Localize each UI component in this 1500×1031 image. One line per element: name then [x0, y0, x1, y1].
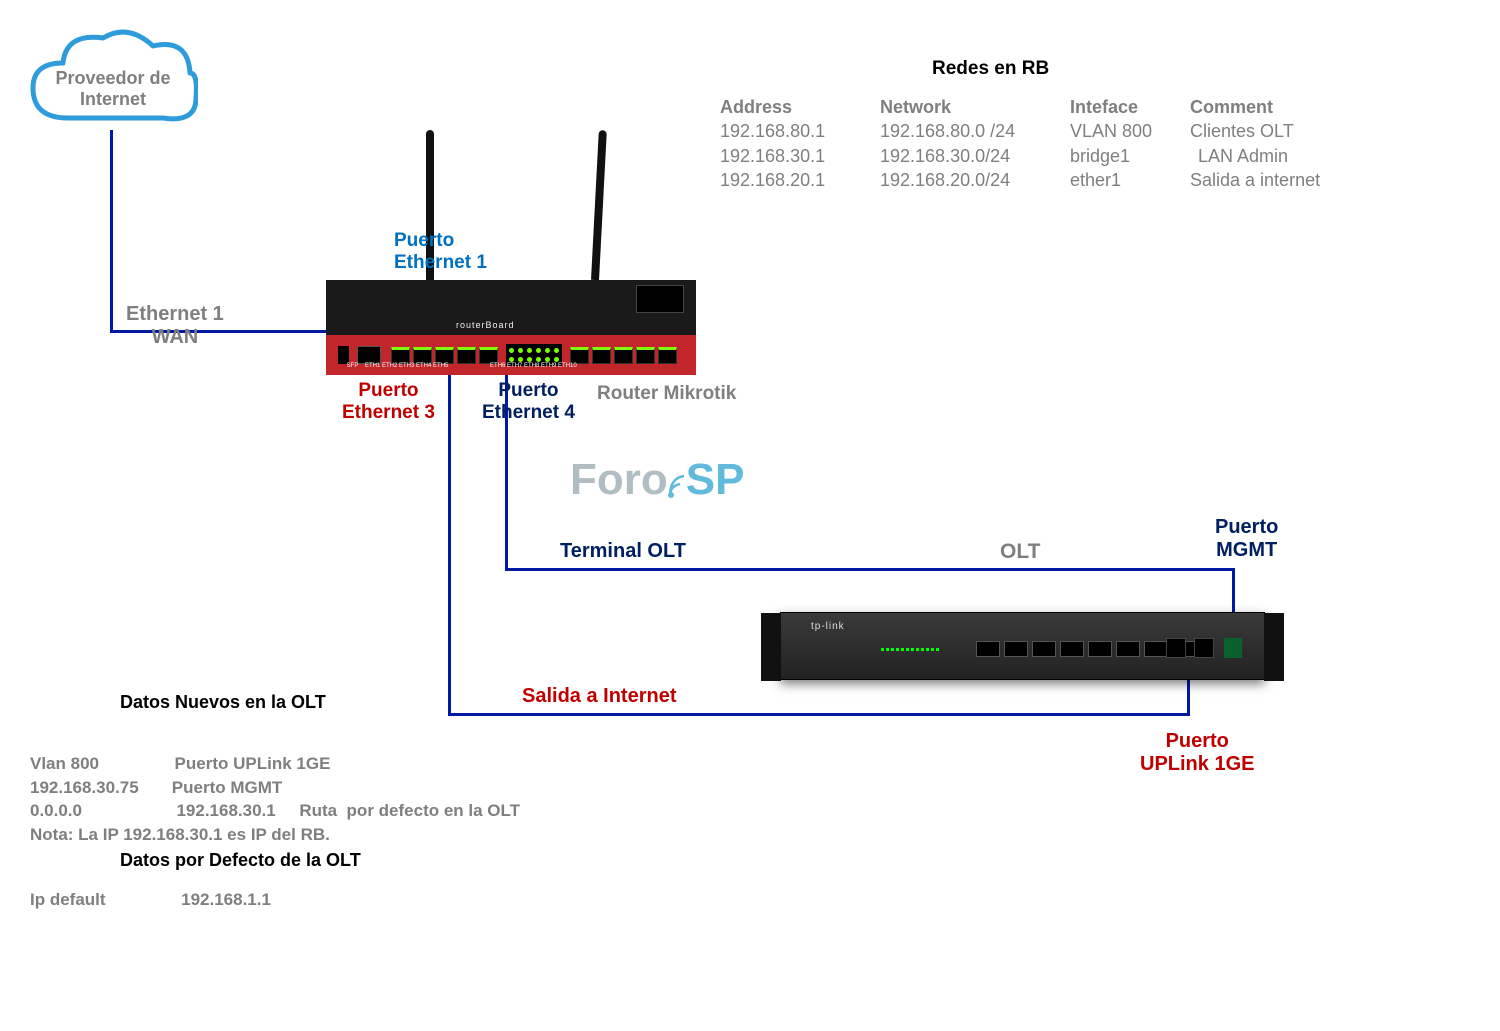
wifi-icon: [668, 458, 686, 498]
net-r2c0: 192.168.20.1: [720, 168, 880, 192]
cable-cloud-to-router-v: [110, 130, 113, 330]
net-h-network: Network: [880, 95, 1070, 119]
label-eth1-wan: Ethernet 1 WAN: [126, 303, 224, 349]
net-r1c3: LAN Admin: [1190, 144, 1370, 168]
eth4-port: [457, 347, 476, 364]
eth7-port: [592, 347, 611, 364]
router-body: routerBoard: [326, 280, 696, 335]
label-puerto-eth1-l2: Ethernet 1: [394, 252, 487, 273]
olt-sfp-ports: [976, 641, 1196, 657]
label-eth1-wan-l2: WAN: [152, 326, 199, 348]
net-h-comment: Comment: [1190, 95, 1370, 119]
eth2-port: [413, 347, 432, 364]
olt-ge1-port: [1166, 638, 1186, 658]
label-uplink-l1: Puerto: [1166, 730, 1229, 752]
olt-def-title: Datos por Defecto de la OLT: [120, 850, 361, 871]
net-h-iface: Inteface: [1070, 95, 1190, 119]
olt-new-l0: Vlan 800 Puerto UPLink 1GE: [30, 754, 330, 773]
router-brand-text: routerBoard: [456, 320, 515, 330]
eth8-port: [614, 347, 633, 364]
label-mgmt-l1: Puerto: [1215, 516, 1278, 538]
eth6-port: [570, 347, 589, 364]
label-puerto-eth4-l1: Puerto: [498, 380, 558, 401]
cable-eth3-down: [448, 375, 451, 715]
cloud-label-line2: Internet: [80, 89, 146, 109]
cloud-label-line1: Proveedor de: [55, 68, 170, 88]
net-r0c1: 192.168.80.0 /24: [880, 119, 1070, 143]
olt-ear-right: [1264, 613, 1284, 681]
label-puerto-eth3-l1: Puerto: [358, 380, 418, 401]
cloud-label: Proveedor de Internet: [33, 68, 193, 110]
cable-eth4-right: [505, 568, 1235, 571]
networks-title: Redes en RB: [932, 58, 1049, 80]
label-puerto-eth1: Puerto Ethernet 1: [394, 230, 487, 274]
eth5-port: [479, 347, 498, 364]
net-r1c1: 192.168.30.0/24: [880, 144, 1070, 168]
label-eth1-wan-l1: Ethernet 1: [126, 303, 224, 325]
olt-new-l3: Nota: La IP 192.168.30.1 es IP del RB.: [30, 825, 330, 844]
olt-new-lines: Vlan 800 Puerto UPLink 1GE 192.168.30.75…: [30, 728, 520, 847]
networks-table: Address Network Inteface Comment 192.168…: [720, 95, 1370, 192]
label-mgmt-l2: MGMT: [1216, 539, 1277, 561]
router-screen: [636, 285, 684, 313]
router-port-labels: SFP ETH1 ETH2 ETH3 ETH4 ETH5 ETH6 ETH7 E…: [330, 363, 700, 369]
label-uplink-l2: UPLink 1GE: [1140, 753, 1254, 775]
eth9-port: [636, 347, 655, 364]
watermark: Foro SP: [570, 455, 744, 505]
net-r0c0: 192.168.80.1: [720, 119, 880, 143]
label-salida: Salida a Internet: [522, 685, 677, 708]
net-r1c2: bridge1: [1070, 144, 1190, 168]
watermark-foro: Foro: [570, 455, 668, 504]
olt-new-l2: 0.0.0.0 192.168.30.1 Ruta por defecto en…: [30, 801, 520, 820]
olt-mgmt-port: [1194, 638, 1214, 658]
eth3-port: [435, 347, 454, 364]
router-face: [326, 335, 696, 375]
olt-logo-text: tp-link: [811, 621, 845, 632]
olt-def-line: Ip default 192.168.1.1: [30, 890, 271, 910]
eth1-port: [391, 347, 410, 364]
usb-port: [338, 346, 349, 364]
olt-ear-left: [761, 613, 781, 681]
watermark-sp: SP: [686, 455, 745, 504]
label-puerto-eth3-l2: Ethernet 3: [342, 402, 435, 423]
net-r0c3: Clientes OLT: [1190, 119, 1370, 143]
olt-new-l1: 192.168.30.75 Puerto MGMT: [30, 778, 282, 797]
net-r0c2: VLAN 800: [1070, 119, 1190, 143]
cable-eth3-right: [448, 713, 1190, 716]
net-r2c2: ether1: [1070, 168, 1190, 192]
label-terminal-olt: Terminal OLT: [560, 540, 686, 563]
olt-console-port: [1224, 638, 1242, 658]
label-puerto-eth4: Puerto Ethernet 4: [482, 380, 575, 424]
label-uplink: Puerto UPLink 1GE: [1140, 730, 1254, 776]
sfp-port: [357, 346, 381, 364]
eth10-port: [658, 347, 677, 364]
eth-ports-1-5: [391, 347, 498, 364]
label-router: Router Mikrotik: [597, 383, 736, 405]
label-puerto-eth4-l2: Ethernet 4: [482, 402, 575, 423]
label-puerto-eth1-l1: Puerto: [394, 230, 454, 251]
net-h-address: Address: [720, 95, 880, 119]
label-mgmt: Puerto MGMT: [1215, 516, 1278, 562]
net-r1c0: 192.168.30.1: [720, 144, 880, 168]
label-olt: OLT: [1000, 540, 1040, 564]
label-puerto-eth3: Puerto Ethernet 3: [342, 380, 435, 424]
net-r2c3: Salida a internet: [1190, 168, 1370, 192]
net-r2c1: 192.168.20.0/24: [880, 168, 1070, 192]
olt-status-leds: [881, 648, 939, 651]
eth-ports-6-10: [570, 347, 677, 364]
router-antenna-right: [591, 130, 607, 280]
olt-device: tp-link: [780, 612, 1265, 680]
olt-new-title: Datos Nuevos en la OLT: [120, 692, 326, 713]
